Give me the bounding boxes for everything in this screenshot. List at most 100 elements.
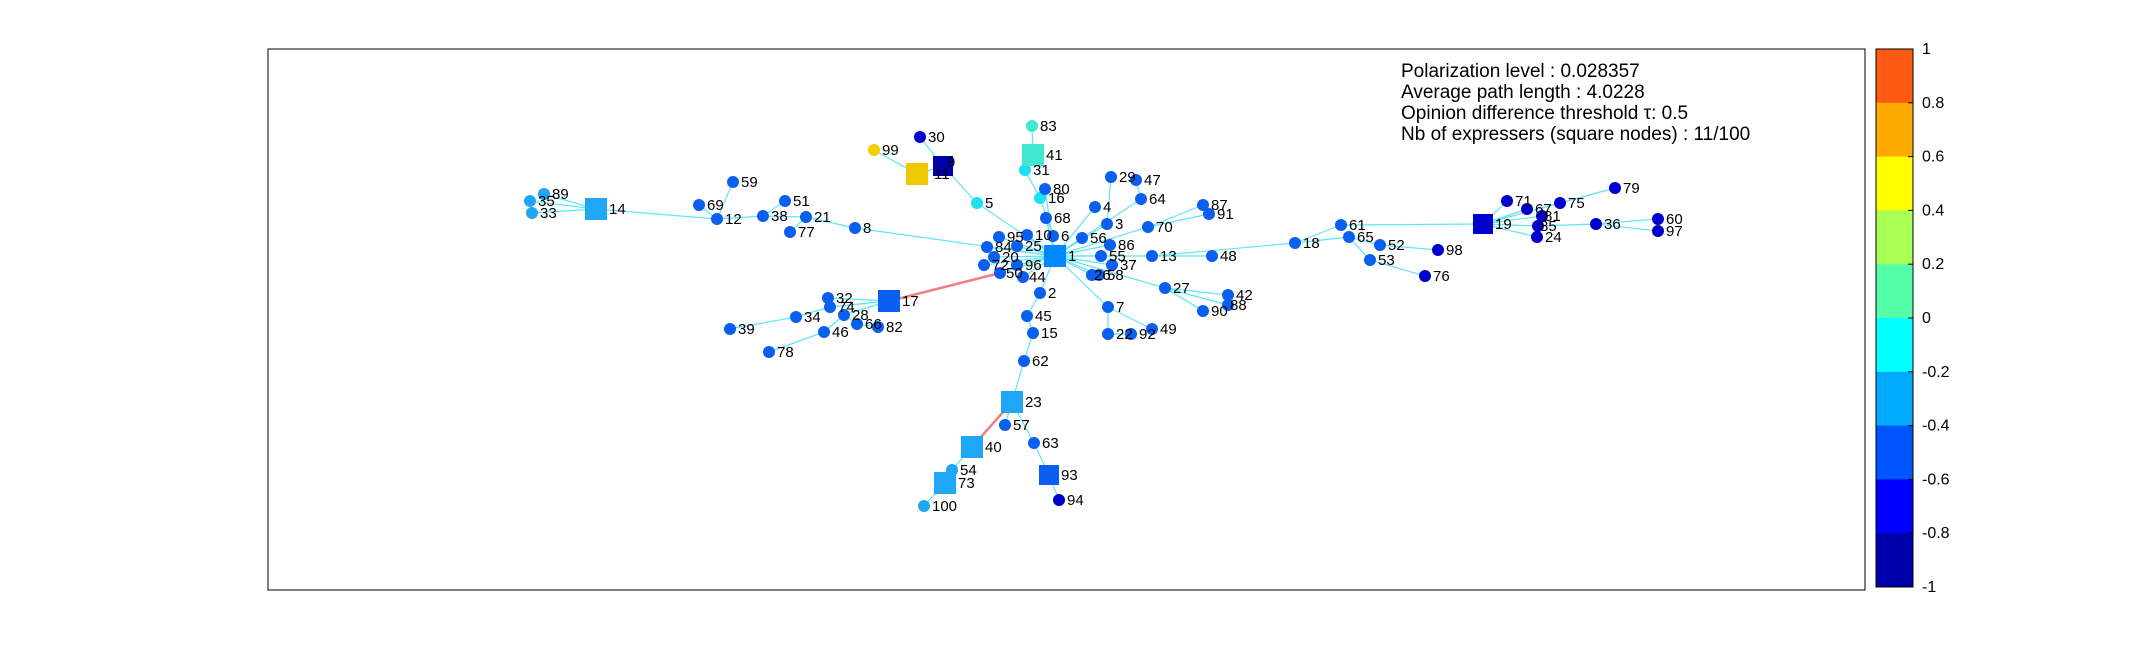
node-circle-98 <box>1432 244 1444 256</box>
expressers-text: Nb of expressers (square nodes) : 11/100 <box>1401 124 1750 145</box>
node-circle-78 <box>763 346 775 358</box>
node-square-19 <box>1473 214 1493 234</box>
node-label-58: 58 <box>1107 267 1124 284</box>
node-label-18: 18 <box>1303 235 1320 252</box>
node-label-66: 66 <box>865 316 882 333</box>
node-square-93 <box>1039 465 1059 485</box>
node-circle-83 <box>1026 120 1038 132</box>
colorbar-band-1 <box>1876 102 1913 158</box>
edge-49-7 <box>1107 306 1153 330</box>
node-label-25: 25 <box>1025 238 1042 255</box>
node-label-45: 45 <box>1035 308 1052 325</box>
node-label-21: 21 <box>814 209 831 226</box>
node-label-98: 98 <box>1446 242 1463 259</box>
edge-78-46 <box>768 331 825 353</box>
node-circle-6 <box>1047 230 1059 242</box>
colorbar-tick-label-10: -1 <box>1922 579 1936 596</box>
node-label-15: 15 <box>1041 325 1058 342</box>
node-label-67: 67 <box>1535 201 1552 218</box>
node-label-37: 37 <box>1120 257 1137 274</box>
colorbar-tick-label-1: 0.8 <box>1922 95 1944 112</box>
edge-36-85 <box>1537 223 1597 227</box>
node-label-10: 10 <box>1035 227 1052 244</box>
node-circle-89 <box>538 188 550 200</box>
colorbar-band-0 <box>1876 49 1913 104</box>
edge-98-52 <box>1379 244 1439 251</box>
node-label-70: 70 <box>1156 219 1173 236</box>
node-label-77: 77 <box>798 224 815 241</box>
node-circle-20 <box>988 251 1000 263</box>
node-label-40: 40 <box>985 439 1002 456</box>
node-circle-4 <box>1089 201 1101 213</box>
node-square-11 <box>906 163 928 185</box>
edge-18-13 <box>1151 242 1296 257</box>
node-circle-28 <box>838 309 850 321</box>
edge-60-36 <box>1595 218 1659 225</box>
node-label-8: 8 <box>863 220 871 237</box>
node-circle-32 <box>822 292 834 304</box>
node-label-86: 86 <box>1118 237 1135 254</box>
node-label-35: 35 <box>538 193 555 210</box>
node-label-84: 84 <box>995 239 1012 256</box>
polarization-text: Polarization level : 0.028357 <box>1401 61 1640 82</box>
node-circle-68 <box>1040 212 1052 224</box>
node-label-63: 63 <box>1042 435 1059 452</box>
node-label-76: 76 <box>1433 268 1450 285</box>
node-label-60: 60 <box>1666 211 1683 228</box>
node-circle-38 <box>757 210 769 222</box>
nodes-layer <box>524 120 1664 512</box>
node-label-32: 32 <box>836 290 853 307</box>
colorbar-band-9 <box>1876 533 1913 588</box>
node-label-74: 74 <box>838 299 855 316</box>
node-label-78: 78 <box>777 344 794 361</box>
colorbar-band-8 <box>1876 479 1913 534</box>
node-label-5: 5 <box>985 195 993 212</box>
node-label-16: 16 <box>1048 190 1065 207</box>
node-label-23: 23 <box>1025 394 1042 411</box>
node-circle-71 <box>1501 195 1513 207</box>
node-square-14 <box>585 198 607 220</box>
node-label-14: 14 <box>609 201 626 218</box>
node-circle-85 <box>1532 220 1544 232</box>
colorbar-tick-label-3: 0.4 <box>1922 202 1944 219</box>
node-circle-12 <box>711 213 723 225</box>
node-label-1: 1 <box>1068 248 1076 265</box>
node-circle-92 <box>1125 328 1137 340</box>
plot-area <box>267 48 1866 591</box>
colorbar-tick-label-8: -0.6 <box>1922 471 1950 488</box>
node-circle-34 <box>790 311 802 323</box>
node-label-34: 34 <box>804 309 821 326</box>
edge-88-27 <box>1164 287 1229 306</box>
edge-12-38 <box>716 215 764 220</box>
node-circle-64 <box>1135 193 1147 205</box>
node-label-24: 24 <box>1545 229 1562 246</box>
node-circle-35 <box>524 195 536 207</box>
node-circle-94 <box>1053 494 1065 506</box>
node-label-59: 59 <box>741 174 758 191</box>
node-label-96: 96 <box>1025 257 1042 274</box>
node-circle-47 <box>1130 174 1142 186</box>
edge-42-27 <box>1164 287 1229 296</box>
node-square-17 <box>878 290 900 312</box>
threshold-text: Opinion difference threshold τ: 0.5 <box>1401 103 1688 124</box>
node-label-99: 99 <box>882 142 899 159</box>
node-circle-45 <box>1021 310 1033 322</box>
node-label-41: 41 <box>1046 147 1063 164</box>
node-label-11: 11 <box>934 166 950 183</box>
node-label-73: 73 <box>958 475 975 492</box>
edge-27-1 <box>1054 255 1166 289</box>
edge-5-1 <box>976 202 1056 257</box>
node-label-56: 56 <box>1090 230 1107 247</box>
colorbar-tick-label-7: -0.4 <box>1922 418 1950 435</box>
edge-38-21 <box>762 215 807 218</box>
node-label-57: 57 <box>1013 417 1030 434</box>
node-label-20: 20 <box>1002 249 1019 266</box>
node-circle-56 <box>1076 232 1088 244</box>
node-circle-62 <box>1018 355 1030 367</box>
node-label-38: 38 <box>771 208 788 225</box>
node-circle-72 <box>978 259 990 271</box>
colorbar-tick-label-5: 0 <box>1922 310 1931 327</box>
node-label-44: 44 <box>1029 269 1046 286</box>
node-square-73 <box>934 472 956 494</box>
